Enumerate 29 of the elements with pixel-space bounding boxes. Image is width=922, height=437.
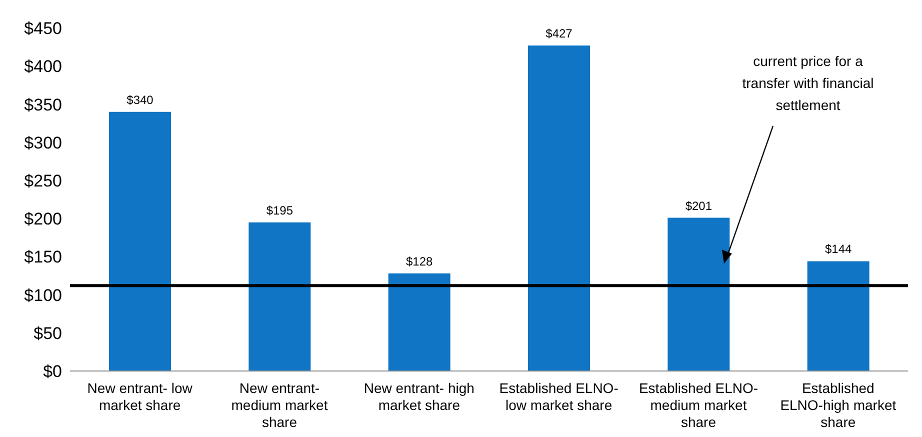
y-tick-label: $100 <box>24 286 62 305</box>
x-tick-label: Established ELNO-high market share <box>780 380 896 430</box>
y-tick-label: $300 <box>24 133 62 152</box>
x-tick-label: New entrant- medium market share <box>231 380 328 430</box>
bar <box>668 218 730 371</box>
x-tick-label: Established ELNO- medium market share <box>638 380 758 430</box>
data-label: $201 <box>685 198 712 213</box>
y-tick-label: $200 <box>24 210 62 229</box>
y-tick-label: $0 <box>43 362 62 382</box>
bar <box>807 261 870 371</box>
bar <box>388 273 450 371</box>
y-tick-label: $400 <box>24 57 62 76</box>
y-tick-label: $450 <box>24 19 62 38</box>
y-tick-label: $50 <box>34 324 62 343</box>
y-tick-label: $250 <box>24 171 62 190</box>
bar <box>248 222 311 371</box>
data-label: $128 <box>406 254 434 268</box>
data-label: $144 <box>824 242 852 256</box>
data-label: $427 <box>546 26 573 41</box>
y-tick-label: $350 <box>24 95 62 114</box>
y-tick-label: $150 <box>24 248 62 267</box>
ref-line-label: current price for a transfer with financial settlement <box>742 53 874 113</box>
x-tick-label: New entrant- low market share <box>87 380 194 413</box>
bar <box>528 46 590 371</box>
data-label: $195 <box>266 203 294 218</box>
x-tick-label: New entrant- high market share <box>364 380 474 413</box>
bar <box>109 112 171 371</box>
x-tick-label: Established ELNO- low market share <box>499 380 619 413</box>
data-label: $340 <box>126 92 154 107</box>
